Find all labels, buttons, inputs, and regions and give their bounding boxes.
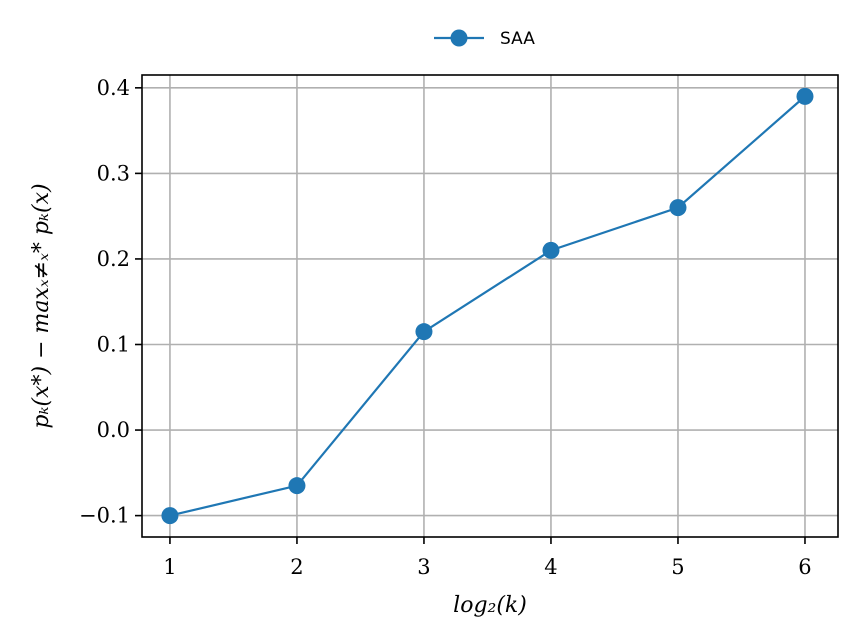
y-tick-label: 0.1 xyxy=(97,333,130,357)
x-tick-label: 5 xyxy=(671,555,684,579)
data-point xyxy=(288,477,306,495)
series-line-saa xyxy=(169,95,806,517)
data-point xyxy=(669,199,687,217)
data-point xyxy=(161,507,179,525)
x-tick-label: 1 xyxy=(163,555,176,579)
ticks: 1 2 3 4 5 6 −0.1 0.0 0.1 0.2 0.3 0.4 xyxy=(79,76,812,579)
y-axis-label: pₖ(x*) − maxₓ≠ₓ* pₖ(x) xyxy=(29,183,54,428)
x-tick-label: 3 xyxy=(417,555,430,579)
legend-label: SAA xyxy=(500,29,535,49)
x-tick-label: 6 xyxy=(798,555,811,579)
legend-marker xyxy=(450,29,468,47)
legend: SAA xyxy=(434,29,535,49)
data-point xyxy=(796,87,814,105)
x-axis-label: log₂(k) xyxy=(453,593,527,618)
y-tick-label: 0.3 xyxy=(97,161,130,185)
x-tick-label: 2 xyxy=(290,555,303,579)
data-point xyxy=(415,323,433,341)
plot-frame xyxy=(141,74,839,538)
y-tick-label: 0.4 xyxy=(97,76,130,100)
series-layer xyxy=(161,87,814,525)
data-point xyxy=(542,241,560,259)
x-tick-label: 4 xyxy=(544,555,557,579)
y-tick-label: −0.1 xyxy=(79,504,130,528)
y-tick-label: 0.2 xyxy=(97,247,130,271)
grid xyxy=(142,75,838,537)
y-tick-label: 0.0 xyxy=(97,418,130,442)
